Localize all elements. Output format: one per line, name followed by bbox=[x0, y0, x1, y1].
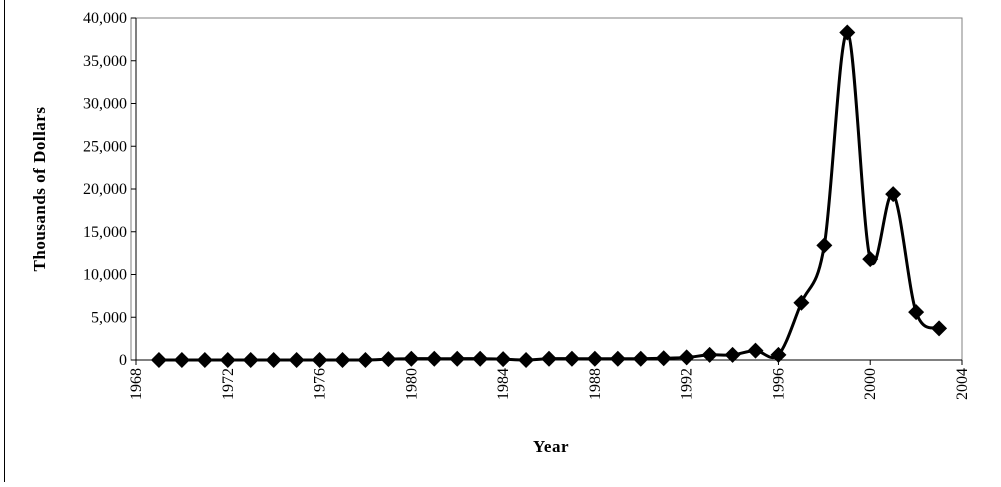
y-axis: 0 5,000 10,000 15,000 20,000 25,000 30,000 35,0… bbox=[83, 10, 137, 369]
x-axis-title: Year bbox=[533, 437, 569, 456]
x-tick-label: 1988 bbox=[587, 368, 604, 400]
x-tick-label: 1972 bbox=[220, 368, 237, 400]
data-point-marker bbox=[563, 350, 580, 367]
data-point-marker bbox=[541, 350, 557, 367]
data-point-marker bbox=[839, 24, 856, 41]
data-point-marker bbox=[311, 352, 328, 368]
y-tick-label: 0 bbox=[119, 352, 127, 369]
y-tick-label: 40,000 bbox=[83, 10, 127, 27]
data-point-marker bbox=[655, 350, 672, 367]
data-point-marker bbox=[931, 320, 948, 337]
data-point-marker bbox=[288, 352, 305, 368]
y-tick-label: 25,000 bbox=[83, 138, 127, 155]
y-tick-label: 30,000 bbox=[83, 96, 127, 113]
series-markers bbox=[150, 24, 948, 368]
data-point-marker bbox=[586, 350, 603, 367]
x-tick-label: 2004 bbox=[954, 368, 971, 400]
data-point-marker bbox=[242, 352, 259, 368]
data-point-marker bbox=[449, 350, 466, 367]
x-tick-label: 1992 bbox=[679, 368, 696, 400]
data-point-marker bbox=[678, 349, 695, 366]
y-axis-title: Thousands of Dollars bbox=[30, 107, 49, 272]
data-point-marker bbox=[380, 351, 397, 368]
data-point-marker bbox=[196, 352, 213, 368]
data-point-marker bbox=[219, 352, 236, 368]
x-tick-label: 1984 bbox=[495, 368, 512, 400]
data-point-marker bbox=[885, 186, 902, 203]
data-point-marker bbox=[816, 237, 833, 254]
x-tick-label: 2000 bbox=[862, 368, 879, 400]
data-point-marker bbox=[701, 346, 718, 363]
data-point-marker bbox=[724, 346, 741, 363]
y-tick-label: 15,000 bbox=[83, 224, 127, 241]
plot-area bbox=[130, 17, 963, 361]
data-point-marker bbox=[908, 304, 925, 321]
data-point-marker bbox=[334, 352, 351, 368]
data-point-marker bbox=[632, 350, 649, 367]
y-tick-label: 5,000 bbox=[91, 309, 127, 326]
data-point-marker bbox=[403, 350, 420, 367]
data-point-marker bbox=[609, 350, 626, 367]
y-tick-label: 35,000 bbox=[83, 53, 127, 70]
data-point-marker bbox=[495, 351, 512, 368]
data-point-marker bbox=[265, 352, 282, 368]
y-tick-label: 20,000 bbox=[83, 181, 127, 198]
data-point-marker bbox=[747, 342, 764, 359]
data-point-marker bbox=[793, 294, 810, 311]
x-tick-label: 1996 bbox=[770, 368, 787, 400]
data-point-marker bbox=[150, 352, 167, 368]
data-point-marker bbox=[173, 352, 190, 368]
data-point-marker bbox=[357, 352, 374, 368]
data-point-marker bbox=[518, 352, 535, 368]
series-line bbox=[157, 30, 941, 362]
data-point-marker bbox=[770, 346, 787, 363]
x-tick-label: 1980 bbox=[403, 368, 420, 400]
plot-area-border bbox=[130, 17, 963, 361]
data-point-marker bbox=[862, 251, 879, 268]
x-tick-label: 1976 bbox=[312, 368, 329, 400]
y-tick-label: 10,000 bbox=[83, 267, 127, 284]
data-point-marker bbox=[472, 350, 489, 367]
x-tick-label: 1968 bbox=[128, 368, 145, 400]
data-point-marker bbox=[426, 350, 443, 367]
